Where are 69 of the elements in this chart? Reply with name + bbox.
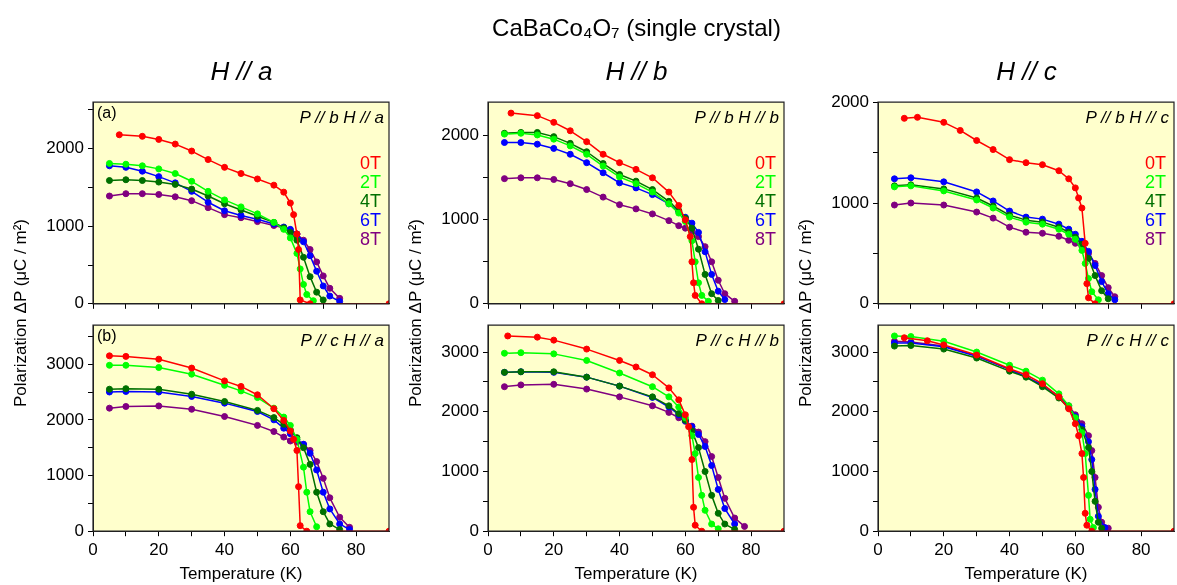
annotation: P // c H // b (695, 331, 779, 351)
x-axis-title: Temperature (K) (964, 564, 1088, 584)
text: 0T (754, 153, 776, 174)
x-tick-label: 40 (1000, 540, 1020, 560)
x-tick-label: 80 (741, 540, 761, 560)
text: 4T (359, 191, 381, 212)
y-tick-label: 2000 (441, 125, 479, 145)
chart-title: CaBaCo₄O₇ (single crystal) (491, 14, 782, 42)
x-tick-label: 80 (1131, 540, 1151, 560)
y-tick-label: 2000 (46, 409, 84, 429)
y-tick-label: 1000 (441, 209, 479, 229)
text: 0T (1144, 153, 1166, 174)
chart-subtitle: H // a (209, 56, 274, 87)
chart-subtitle: H // b (604, 56, 669, 87)
x-tick-label: 0 (873, 540, 883, 560)
x-tick-label: 80 (346, 540, 366, 560)
text: 2T (1144, 172, 1166, 193)
y-tick-label: 0 (859, 293, 869, 313)
annotation: P // b H // c (1085, 108, 1170, 128)
x-tick-label: 60 (280, 540, 300, 560)
x-tick-label: 0 (483, 540, 493, 560)
x-tick-label: 60 (1065, 540, 1085, 560)
annotation: P // b H // a (299, 108, 384, 128)
chart-subtitle: H // c (995, 56, 1058, 87)
y-tick-label: 1000 (46, 215, 84, 235)
text: 8T (1144, 229, 1166, 250)
text: 2T (754, 172, 776, 193)
y-tick-label: 3000 (831, 341, 869, 361)
y-tick-label: 3000 (46, 353, 84, 373)
y-axis-title: Polarization ΔP (μC / m²) (796, 218, 816, 408)
x-tick-label: 40 (610, 540, 630, 560)
annotation: P // c H // c (1086, 331, 1170, 351)
x-tick-label: 40 (215, 540, 235, 560)
y-tick-label: 2000 (831, 401, 869, 421)
x-tick-label: 20 (149, 540, 169, 560)
y-axis-title: Polarization ΔP (μC / m²) (406, 218, 426, 408)
x-axis-title: Temperature (K) (179, 564, 303, 584)
y-tick-label: 0 (74, 293, 84, 313)
annotation: P // c H // a (300, 331, 384, 351)
text: 0T (359, 153, 381, 174)
annotation: (a) (97, 103, 117, 121)
y-tick-label: 2000 (46, 138, 84, 158)
y-tick-label: 2000 (831, 91, 869, 111)
text: 6T (359, 210, 381, 231)
text: 6T (754, 210, 776, 231)
y-axis-title: Polarization ΔP (μC / m²) (11, 218, 31, 408)
y-tick-label: 0 (74, 520, 84, 540)
y-tick-label: 1000 (441, 461, 479, 481)
x-tick-label: 0 (88, 540, 98, 560)
y-tick-label: 1000 (46, 465, 84, 485)
x-tick-label: 60 (675, 540, 695, 560)
y-tick-label: 1000 (831, 461, 869, 481)
annotation: (b) (97, 326, 117, 344)
text: 8T (754, 229, 776, 250)
y-tick-label: 1000 (831, 192, 869, 212)
y-tick-label: 0 (469, 520, 479, 540)
y-tick-label: 0 (859, 520, 869, 540)
x-axis-title: Temperature (K) (574, 564, 698, 584)
x-tick-label: 20 (934, 540, 954, 560)
text: 6T (1144, 210, 1166, 231)
text: 8T (359, 229, 381, 250)
y-tick-label: 2000 (441, 401, 479, 421)
y-tick-label: 0 (469, 293, 479, 313)
annotation: P // b H // b (694, 108, 779, 128)
y-tick-label: 3000 (441, 341, 479, 361)
x-tick-label: 20 (544, 540, 564, 560)
text: 2T (359, 172, 381, 193)
text: 4T (754, 191, 776, 212)
text: 4T (1144, 191, 1166, 212)
